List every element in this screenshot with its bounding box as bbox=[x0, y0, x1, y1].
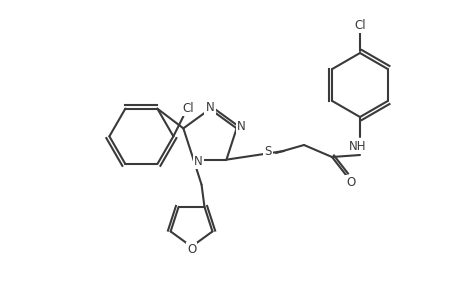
Text: N: N bbox=[194, 155, 202, 168]
Text: O: O bbox=[186, 243, 196, 256]
Text: Cl: Cl bbox=[353, 19, 365, 32]
Text: N: N bbox=[237, 120, 246, 133]
Text: O: O bbox=[346, 176, 355, 190]
Text: Cl: Cl bbox=[182, 102, 194, 115]
Text: N: N bbox=[205, 100, 214, 113]
Text: S: S bbox=[264, 145, 271, 158]
Text: NH: NH bbox=[348, 140, 366, 152]
